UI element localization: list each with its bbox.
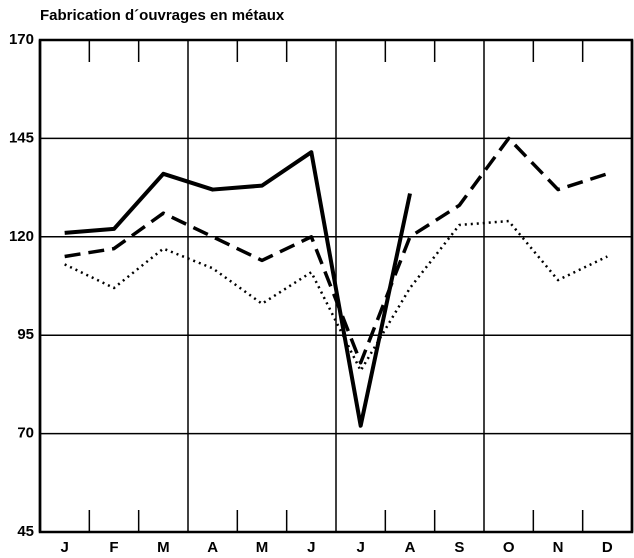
x-tick-label: N: [553, 539, 564, 556]
y-tick-label: 95: [17, 326, 34, 343]
x-tick-label: A: [207, 539, 218, 556]
x-tick-label: J: [356, 539, 364, 556]
x-tick-label: A: [405, 539, 416, 556]
x-tick-label: J: [60, 539, 68, 556]
x-tick-label: F: [109, 539, 118, 556]
x-tick-label: O: [503, 539, 515, 556]
y-tick-label: 170: [9, 31, 34, 48]
plot-frame: [38, 38, 634, 534]
series-line: [64, 150, 412, 428]
chart-title: Fabrication d´ouvrages en métaux: [40, 7, 285, 24]
x-tick-label: S: [454, 539, 464, 556]
series-line: [64, 136, 608, 365]
x-tick-label: J: [307, 539, 315, 556]
x-tick-label: D: [602, 539, 613, 556]
y-tick-label: 45: [17, 523, 34, 540]
y-tick-label: 145: [9, 129, 34, 146]
y-tick-label: 120: [9, 228, 34, 245]
x-tick-label: M: [256, 539, 269, 556]
y-tick-label: 70: [17, 425, 34, 442]
x-tick-label: M: [157, 539, 170, 556]
